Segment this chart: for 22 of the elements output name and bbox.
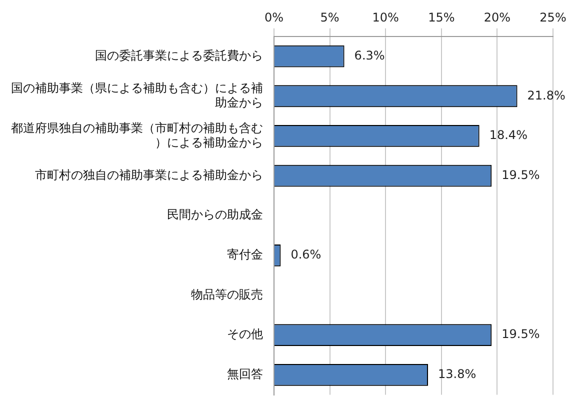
x-tick-label: 25% <box>540 10 566 24</box>
y-tick-label: 国の補助事業（県による補助も含む）による補助金から <box>11 81 263 110</box>
y-tick-label: 寄付金 <box>227 248 263 262</box>
x-tick-label: 0% <box>264 10 284 24</box>
y-tick-label: 物品等の販売 <box>191 287 263 302</box>
x-tick-label: 15% <box>428 10 455 24</box>
y-tick-label: 無回答 <box>227 367 263 382</box>
y-tick-label: 民間からの助成金 <box>167 208 263 222</box>
data-label: 21.8% <box>527 88 566 102</box>
x-tick-label: 20% <box>484 10 511 24</box>
data-label: 13.8% <box>438 367 476 382</box>
data-label: 19.5% <box>502 168 540 182</box>
y-tick-label: 都道府県独自の補助事業（市町村の補助も含む）による補助金から <box>11 120 263 150</box>
data-label: 6.3% <box>354 48 385 62</box>
y-tick-label: 国の委託事業による委託費から <box>95 48 263 62</box>
x-tick-label: 5% <box>320 10 340 24</box>
x-tick-label: 10% <box>372 10 399 24</box>
y-tick-label: 市町村の独自の補助事業による補助金から <box>35 168 263 182</box>
data-label: 19.5% <box>502 327 540 342</box>
data-label: 0.6% <box>290 248 322 262</box>
data-label: 18.4% <box>489 128 528 142</box>
y-tick-label: その他 <box>227 327 263 342</box>
